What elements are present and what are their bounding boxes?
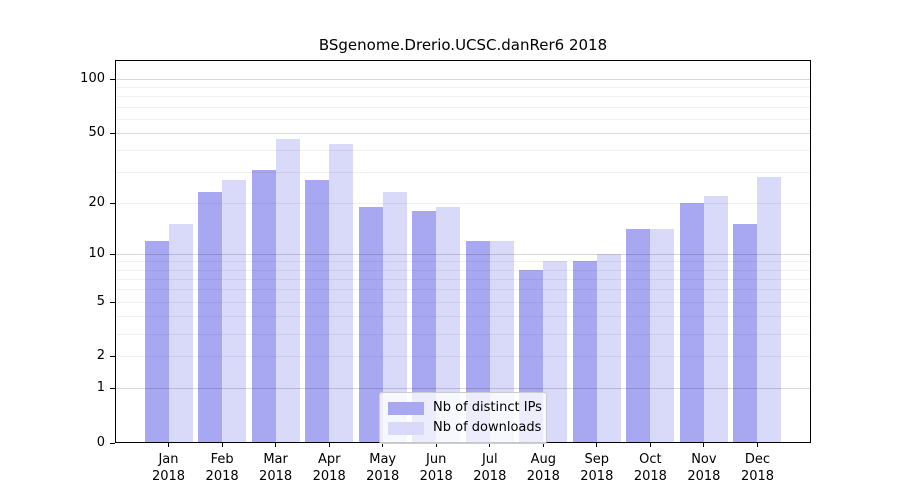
legend-swatch-distinct-ips <box>388 401 424 415</box>
x-tick-jul <box>489 443 491 447</box>
bar-nov-distinct-ips <box>679 202 704 443</box>
y-tick-2 <box>110 356 115 358</box>
gridline-major-50 <box>115 132 811 134</box>
x-tick-label-aug: Aug 2018 <box>526 452 560 484</box>
x-tick-label-oct: Oct 2018 <box>633 452 667 484</box>
bar-may-distinct-ips <box>358 206 383 443</box>
x-tick-label-jan: Jan 2018 <box>151 452 186 484</box>
bar-apr-downloads <box>329 144 354 443</box>
y-tick-label-20: 20 <box>88 194 105 210</box>
x-tick-jan <box>168 443 169 447</box>
x-tick-label-nov: Nov 2018 <box>687 452 721 484</box>
gridline-major-10 <box>115 253 811 255</box>
y-tick-0 <box>110 443 115 444</box>
x-tick-label-jul: Jul 2018 <box>473 452 507 484</box>
gridline-minor-6 <box>115 289 811 291</box>
chart-title: BSgenome.Drerio.UCSC.danRer6 2018 <box>318 36 608 54</box>
bar-aug-downloads <box>543 261 568 443</box>
x-tick-label-dec: Dec 2018 <box>740 452 775 484</box>
x-tick-label-sep: Sep 2018 <box>580 452 614 484</box>
gridline-minor-3 <box>115 333 811 335</box>
gridline-minor-90 <box>115 87 811 88</box>
y-tick-5 <box>110 301 115 303</box>
x-tick-sep <box>596 443 598 447</box>
x-tick-apr <box>328 443 330 447</box>
gridline-minor-40 <box>115 150 811 151</box>
bar-feb-downloads <box>222 180 247 443</box>
bar-feb-distinct-ips <box>198 192 223 443</box>
gridline-minor-9 <box>115 261 811 263</box>
x-tick-nov <box>703 443 705 447</box>
gridline-minor-4 <box>115 316 811 317</box>
x-tick-feb <box>221 443 223 447</box>
gridline-minor-2 <box>115 356 811 358</box>
legend-label-distinct-ips: Nb of distinct IPs <box>433 400 542 415</box>
gridline-minor-80 <box>115 96 811 98</box>
legend: Nb of distinct IPs Nb of downloads <box>379 392 547 444</box>
x-tick-label-apr: Apr 2018 <box>312 452 346 484</box>
legend-item-distinct-ips: Nb of distinct IPs <box>388 398 542 418</box>
x-tick-oct <box>649 443 651 447</box>
gridline-major-1 <box>115 388 811 390</box>
gridline-minor-7 <box>115 278 811 280</box>
bar-oct-downloads <box>650 229 675 443</box>
bar-mar-downloads <box>275 139 300 443</box>
bar-jan-downloads <box>168 224 193 443</box>
x-tick-label-feb: Feb 2018 <box>205 452 239 484</box>
y-tick-label-5: 5 <box>96 293 105 309</box>
bar-dec-downloads <box>757 177 782 443</box>
y-tick-label-10: 10 <box>88 245 105 261</box>
y-tick-label-0: 0 <box>96 435 105 450</box>
y-tick-label-100: 100 <box>80 70 105 86</box>
x-tick-label-may: May 2018 <box>366 452 400 484</box>
x-tick-label-mar: Mar 2018 <box>259 452 293 484</box>
x-tick-label-jun: Jun 2018 <box>419 452 453 484</box>
x-tick-aug <box>542 443 544 447</box>
y-tick-label-2: 2 <box>96 348 105 364</box>
gridline-major-100 <box>115 78 811 80</box>
x-tick-may <box>382 443 384 447</box>
bar-oct-distinct-ips <box>626 229 651 443</box>
y-tick-20 <box>110 202 115 204</box>
gridline-minor-30 <box>115 172 811 173</box>
x-tick-dec <box>757 443 758 447</box>
bar-apr-distinct-ips <box>305 180 330 443</box>
y-tick-label-1: 1 <box>96 380 105 396</box>
bar-nov-downloads <box>703 195 728 443</box>
bar-sep-distinct-ips <box>572 261 597 443</box>
y-tick-1 <box>110 388 115 390</box>
bar-mar-distinct-ips <box>251 169 276 443</box>
y-tick-50 <box>110 132 115 134</box>
y-tick-label-50: 50 <box>88 124 105 140</box>
x-tick-jun <box>435 443 437 447</box>
gridline-minor-8 <box>115 269 811 271</box>
y-tick-100 <box>110 78 115 80</box>
plot-border <box>115 60 811 443</box>
legend-label-downloads: Nb of downloads <box>433 420 542 435</box>
legend-item-downloads: Nb of downloads <box>388 418 542 438</box>
legend-swatch-downloads <box>388 421 424 435</box>
gridline-minor-5 <box>115 301 811 303</box>
bar-jan-distinct-ips <box>144 240 169 443</box>
gridline-minor-60 <box>115 118 811 120</box>
gridline-minor-70 <box>115 106 811 108</box>
y-tick-10 <box>110 253 115 255</box>
bar-dec-distinct-ips <box>733 224 758 443</box>
gridline-minor-20 <box>115 202 811 204</box>
bar-sep-downloads <box>596 253 621 443</box>
x-tick-mar <box>275 443 277 447</box>
